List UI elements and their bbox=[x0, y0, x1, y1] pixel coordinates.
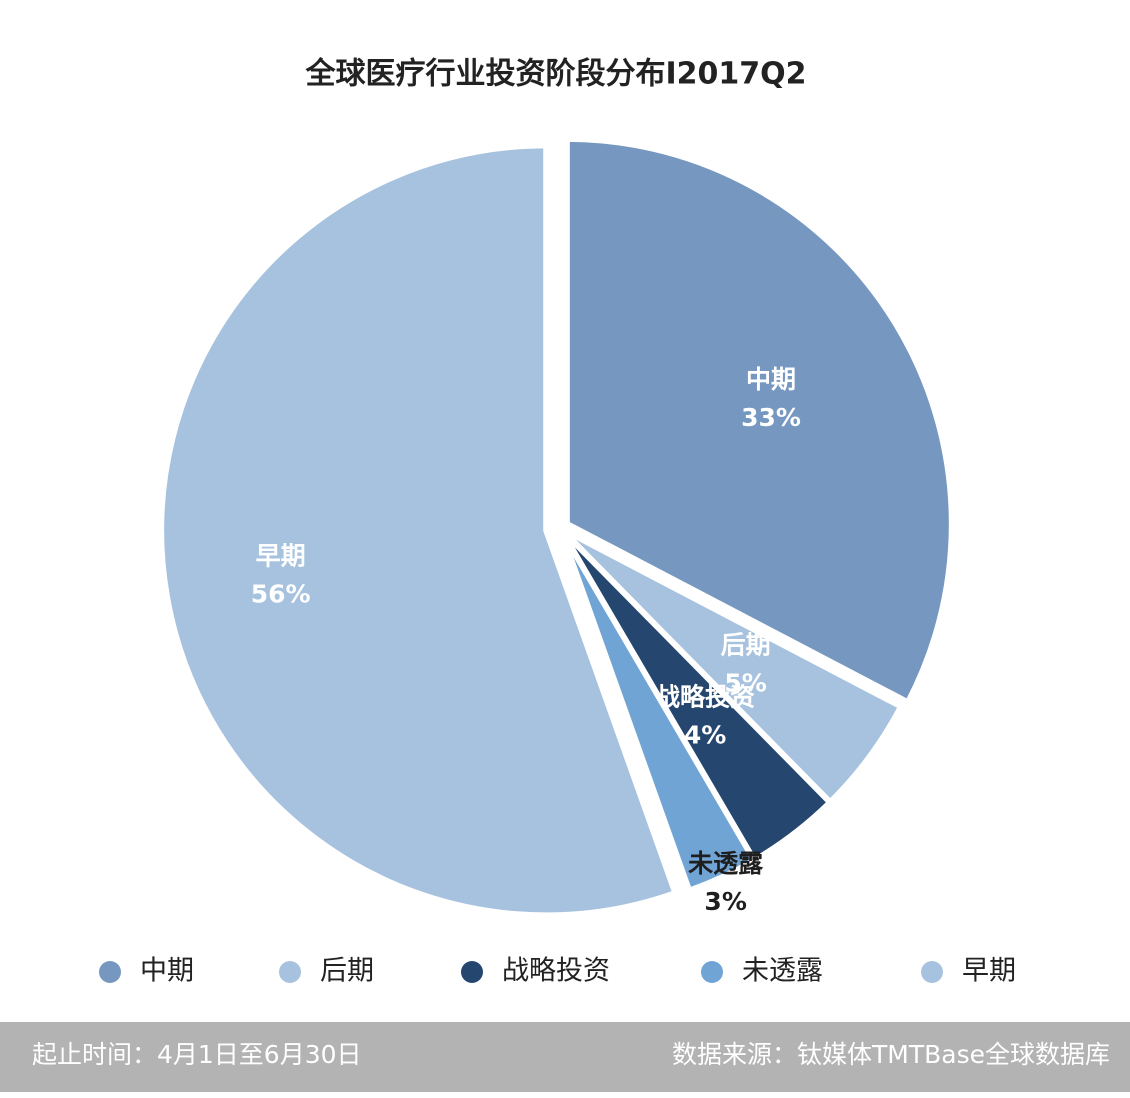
slice-value: 56% bbox=[251, 579, 311, 608]
legend-label: 未透露 bbox=[742, 956, 823, 987]
legend-marker bbox=[99, 961, 121, 983]
legend-marker bbox=[461, 961, 483, 983]
pie-slice bbox=[563, 135, 955, 707]
pie-slice bbox=[158, 142, 680, 919]
slice-value: 5% bbox=[724, 669, 766, 698]
legend-label: 中期 bbox=[140, 956, 194, 987]
legend-label: 早期 bbox=[962, 956, 1016, 987]
chart-title: 全球医疗行业投资阶段分布I2017Q2 bbox=[304, 57, 806, 92]
legend-label: 后期 bbox=[320, 956, 374, 987]
slice-label: 战略投资 bbox=[655, 683, 755, 712]
slice-value: 4% bbox=[684, 721, 726, 750]
footer-left: 起止时间：4月1日至6月30日 bbox=[32, 1040, 362, 1069]
slice-value: 33% bbox=[741, 403, 801, 432]
slice-label: 早期 bbox=[256, 541, 306, 570]
legend-marker bbox=[701, 961, 723, 983]
slice-label: 中期 bbox=[746, 365, 796, 394]
footer-right: 数据来源：钛媒体TMTBase全球数据库 bbox=[672, 1040, 1110, 1069]
slice-value: 3% bbox=[704, 887, 746, 916]
slice-label: 后期 bbox=[721, 631, 771, 660]
footer-bar bbox=[0, 1022, 1130, 1092]
legend-marker bbox=[921, 961, 943, 983]
slice-label: 未透露 bbox=[688, 849, 764, 878]
legend-label: 战略投资 bbox=[502, 956, 610, 987]
legend-marker bbox=[279, 961, 301, 983]
pie-slice bbox=[557, 526, 759, 895]
